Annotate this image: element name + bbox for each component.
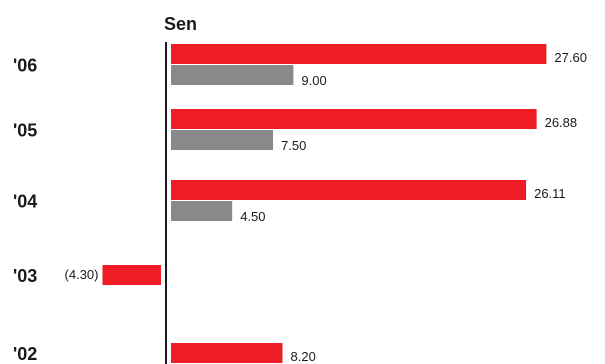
bar-series-1 — [102, 265, 161, 285]
data-label: 7.50 — [281, 138, 306, 153]
data-label: 27.60 — [554, 50, 587, 65]
data-label: 26.88 — [545, 115, 578, 130]
category-label: '06 — [13, 56, 37, 76]
data-label: 4.50 — [240, 209, 265, 224]
data-label: 26.11 — [534, 186, 566, 201]
category-label: '02 — [13, 344, 37, 364]
labels-group: '06 27.60 9.00 '05 26.88 7.50 '04 26.11 4.50 '03 (… — [13, 50, 587, 364]
data-label: 8.20 — [291, 349, 316, 364]
bar-series-1 — [171, 44, 547, 64]
bar-series-1 — [171, 180, 527, 200]
bar-series-2 — [171, 65, 294, 85]
data-label: 9.00 — [301, 73, 326, 88]
bar-series-1 — [171, 109, 537, 129]
bar-series-2 — [171, 130, 273, 150]
unit-label: Sen — [164, 14, 197, 34]
data-label: (4.30) — [65, 267, 99, 282]
bar-series-2 — [171, 201, 233, 221]
bars-group — [102, 44, 547, 363]
bar-series-1 — [171, 343, 283, 363]
category-label: '04 — [13, 192, 37, 212]
category-label: '05 — [13, 121, 37, 141]
category-label: '03 — [13, 266, 37, 286]
